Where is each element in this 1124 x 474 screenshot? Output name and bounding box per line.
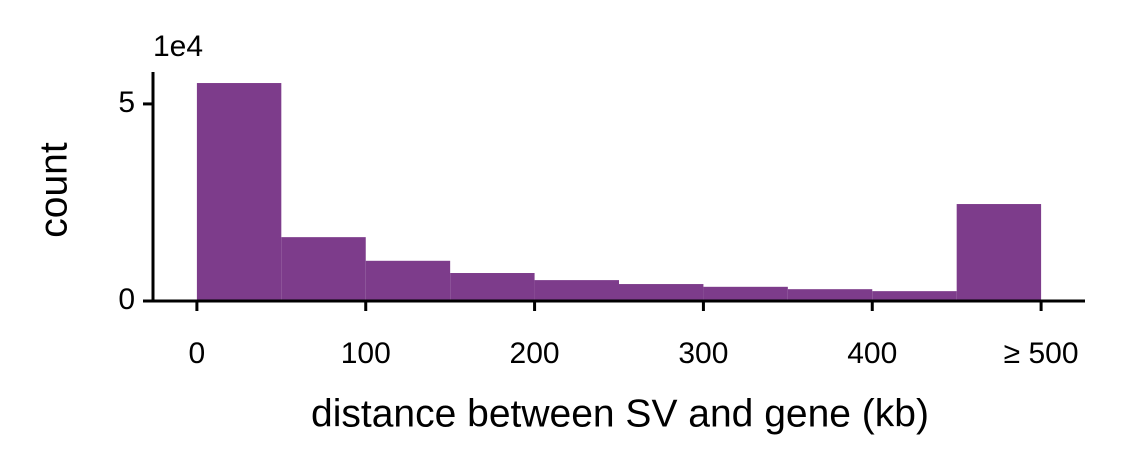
bar — [281, 237, 366, 301]
x-tick-label: 400 — [847, 337, 897, 370]
y-tick-label: 5 — [118, 86, 135, 119]
x-tick-label: ≥ 500 — [1004, 337, 1079, 370]
x-tick-label: 0 — [189, 337, 206, 370]
x-tick-label: 300 — [678, 337, 728, 370]
y-axis-label: count — [32, 142, 75, 238]
bar — [956, 204, 1042, 301]
y-tick-label: 0 — [118, 283, 135, 316]
bar — [534, 280, 619, 301]
y-offset-label: 1e4 — [153, 30, 203, 63]
bar — [619, 284, 704, 301]
bar — [365, 260, 451, 301]
bar — [703, 286, 788, 301]
bar — [872, 291, 957, 301]
bar — [787, 289, 873, 301]
x-tick-label: 100 — [341, 337, 391, 370]
x-axis-label: distance between SV and gene (kb) — [311, 392, 929, 435]
bar — [450, 273, 535, 301]
bar — [196, 83, 282, 301]
x-tick-label: 200 — [510, 337, 560, 370]
